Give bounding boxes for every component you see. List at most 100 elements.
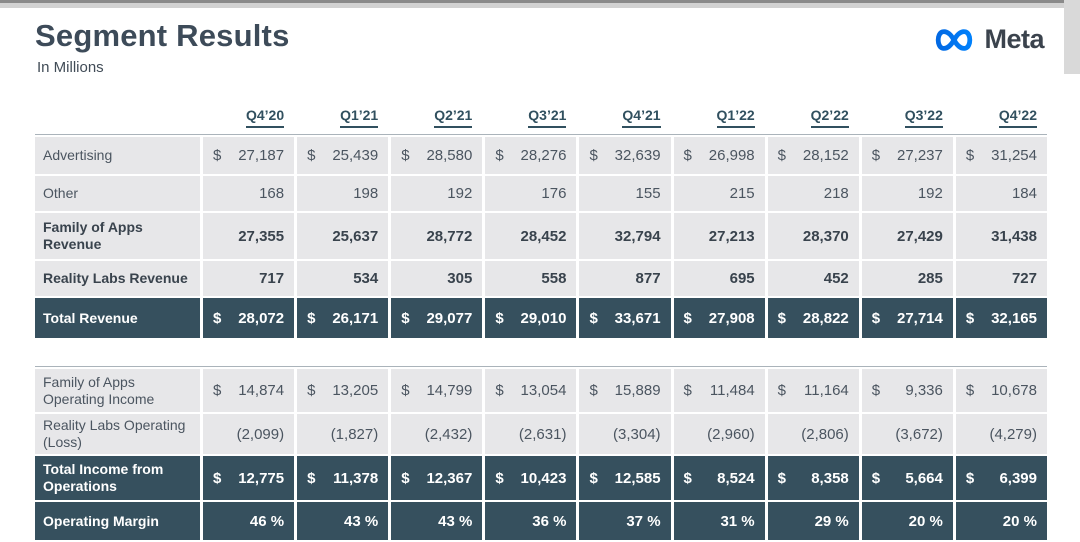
- quarter-header-label: Q2’22: [810, 107, 849, 128]
- data-cell: 20 %: [955, 502, 1047, 540]
- data-cell: $28,276: [485, 137, 577, 174]
- quarter-header-label: Q3’21: [528, 107, 567, 128]
- cell-value: 192: [447, 185, 473, 202]
- data-cell: $26,998: [673, 137, 765, 174]
- table-row: Other 168 198 192 176 155 215 218 192 184: [35, 176, 1047, 211]
- quarter-header: Q2’21: [391, 107, 482, 128]
- dollar-sign: $: [777, 309, 786, 327]
- cell-value: 26,998: [708, 147, 755, 164]
- cell-value: 36 %: [532, 512, 567, 530]
- cell-value: (4,279): [989, 425, 1037, 443]
- data-cell: (2,806): [767, 414, 859, 454]
- cell-value: 27,213: [708, 227, 755, 245]
- table-row: Advertising $27,187 $25,439 $28,580 $28,276 $…: [35, 137, 1047, 174]
- table-gap: [35, 340, 1047, 366]
- data-cell: 29 %: [767, 502, 859, 540]
- data-cell: $10,423: [485, 456, 577, 500]
- data-cell: 20 %: [861, 502, 953, 540]
- data-cell: 27,429: [861, 213, 953, 259]
- row-label: Total Income from Operations: [35, 456, 200, 500]
- data-cell: 46 %: [203, 502, 295, 540]
- dollar-sign: $: [495, 309, 504, 327]
- data-cell: 27,213: [673, 213, 765, 259]
- cell-value: 28,072: [238, 309, 285, 327]
- cell-value: 168: [259, 185, 285, 202]
- data-cell: $28,072: [203, 298, 295, 338]
- data-cell: 218: [767, 176, 859, 211]
- data-cell: (2,432): [391, 414, 483, 454]
- dollar-sign: $: [401, 469, 410, 487]
- cell-value: 695: [729, 270, 755, 287]
- data-cell: 176: [485, 176, 577, 211]
- dollar-sign: $: [683, 382, 692, 399]
- data-cell: $29,077: [391, 298, 483, 338]
- data-cell: $10,678: [955, 369, 1047, 412]
- data-cell: $12,775: [203, 456, 295, 500]
- quarter-header-label: Q4’20: [245, 107, 285, 128]
- cell-value: 717: [259, 270, 285, 287]
- cell-value: 32,794: [614, 227, 661, 245]
- cell-value: 13,205: [332, 382, 379, 399]
- quarter-header: Q2’22: [768, 107, 859, 128]
- data-cell: $12,367: [391, 456, 483, 500]
- data-cell: $11,164: [767, 369, 859, 412]
- data-cell: $29,010: [485, 298, 577, 338]
- dollar-sign: $: [495, 469, 504, 487]
- dollar-sign: $: [307, 309, 316, 327]
- data-cell: (3,672): [861, 414, 953, 454]
- data-cell: 877: [579, 261, 671, 296]
- cell-value: 32,639: [614, 147, 661, 164]
- data-cell: 28,452: [485, 213, 577, 259]
- cell-value: 31,438: [991, 227, 1037, 245]
- table-row: Family of Apps Operating Income $14,874 $1…: [35, 369, 1047, 412]
- dollar-sign: $: [777, 382, 786, 399]
- cell-value: 28,152: [802, 147, 849, 164]
- cell-value: 33,671: [614, 309, 661, 327]
- data-cell: 192: [391, 176, 483, 211]
- cell-value: 46 %: [249, 512, 285, 530]
- data-cell: $28,580: [391, 137, 483, 174]
- dollar-sign: $: [401, 382, 410, 399]
- data-cell: (2,099): [203, 414, 295, 454]
- income-table: Family of Apps Operating Income $14,874 $1…: [35, 369, 1047, 540]
- table-top-border: [35, 366, 1047, 367]
- meta-logo: Meta: [931, 24, 1044, 55]
- cell-value: 184: [1011, 185, 1037, 202]
- dollar-sign: $: [871, 469, 881, 487]
- cell-value: 285: [917, 270, 943, 287]
- table-row: Reality Labs Operating (Loss) (2,099) (1,8…: [35, 414, 1047, 454]
- data-cell: (1,827): [297, 414, 389, 454]
- data-cell: $9,336: [861, 369, 953, 412]
- cell-value: 27,187: [238, 147, 285, 164]
- table-row: Operating Margin 46 % 43 % 43 % 36 % 37 % 31 %…: [35, 502, 1047, 540]
- quarter-header-label: Q1’22: [716, 107, 755, 128]
- data-cell: $28,152: [767, 137, 859, 174]
- table-row: Total Revenue $28,072 $26,171 $29,077 $29,01…: [35, 298, 1047, 338]
- data-cell: 43 %: [297, 502, 389, 540]
- quarter-header-row: Q4’20 Q1’21 Q2’21 Q3’21 Q4’21 Q1’22 Q2’22 Q3’22…: [35, 100, 1047, 134]
- data-cell: 192: [861, 176, 953, 211]
- cell-value: 20 %: [1002, 512, 1037, 530]
- cell-value: 28,276: [520, 147, 567, 164]
- data-cell: 32,794: [579, 213, 671, 259]
- cell-value: 31 %: [720, 512, 755, 530]
- quarter-header: Q1’21: [297, 107, 388, 128]
- dollar-sign: $: [495, 147, 504, 164]
- cell-value: 12,585: [614, 469, 661, 487]
- data-cell: $27,187: [203, 137, 295, 174]
- quarter-header-label: Q4’22: [998, 107, 1037, 128]
- data-cell: 558: [485, 261, 577, 296]
- dollar-sign: $: [589, 309, 598, 327]
- dollar-sign: $: [871, 309, 881, 327]
- data-cell: 215: [673, 176, 765, 211]
- dollar-sign: $: [589, 382, 598, 399]
- data-cell: 184: [955, 176, 1047, 211]
- cell-value: 28,370: [802, 227, 849, 245]
- data-cell: $13,205: [297, 369, 389, 412]
- cell-value: 31,254: [991, 147, 1037, 164]
- data-cell: 31,438: [955, 213, 1047, 259]
- row-label: Reality Labs Operating (Loss): [35, 414, 200, 454]
- cell-value: 27,908: [708, 309, 755, 327]
- data-cell: $6,399: [955, 456, 1047, 500]
- quarter-header-label: Q4’21: [622, 107, 661, 128]
